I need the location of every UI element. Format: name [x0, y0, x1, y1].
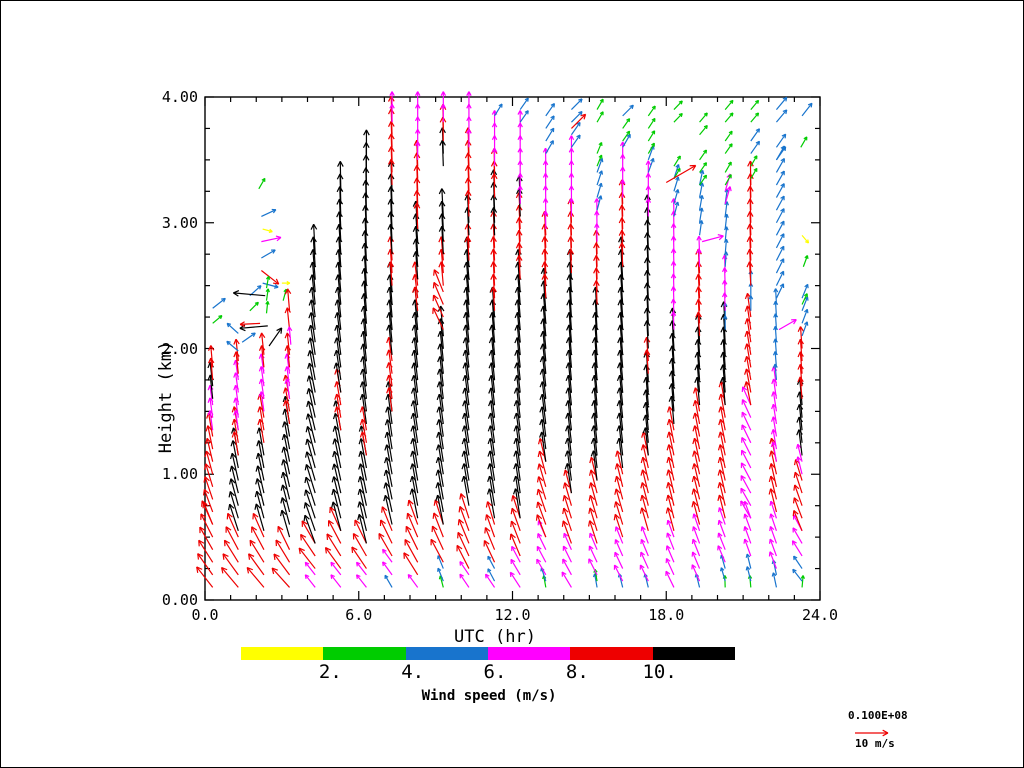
wind-column-hour-20 [717, 99, 734, 588]
y-tick-label: 2.00 [161, 339, 198, 358]
wind-column-hour-10 [456, 91, 472, 588]
x-axis-label: UTC (hr) [454, 627, 536, 647]
wind-column-hour-13 [535, 103, 556, 588]
wind-column-hour-8 [403, 91, 421, 588]
speed-boundary-label: 6. [483, 661, 507, 683]
legend-color-segment->10 [652, 647, 735, 660]
wind-column-hour-17 [639, 105, 656, 588]
wind-column-hour-5 [324, 161, 344, 588]
reference-scale-text: 0.100E+08 [848, 709, 908, 722]
wind-column-hour-12 [509, 97, 529, 588]
scattered-wind-vectors [212, 102, 813, 352]
x-tick-label: 0.0 [191, 606, 219, 624]
wind-column-hour-15 [588, 98, 604, 588]
y-tick-label: 1.00 [161, 465, 198, 484]
wind-column-hour-2 [246, 332, 266, 588]
y-tick-label: 4.00 [161, 88, 198, 106]
wind-column-hour-18 [665, 100, 683, 588]
speed-boundary-label: 2. [318, 661, 342, 683]
legend-color-segment-6-8 [487, 647, 571, 660]
wind-column-hour-23 [791, 283, 809, 588]
wind-column-hour-16 [613, 104, 634, 588]
wind-column-hour-7 [378, 91, 395, 588]
wind-column-hour-1 [221, 338, 240, 588]
x-tick-label: 18.0 [648, 606, 685, 624]
x-tick-label: 6.0 [345, 606, 373, 624]
wind-column-hour-14 [561, 98, 587, 588]
wind-column-hour-19 [691, 112, 708, 588]
wind-column-hour-3 [271, 332, 291, 588]
wind-column-hour-11 [483, 103, 503, 588]
speed-color-bar [241, 647, 735, 660]
speed-boundary-label: 10. [642, 661, 677, 683]
x-tick-label: 24.0 [801, 606, 839, 624]
wind-column-hour-6 [351, 129, 370, 588]
legend-color-segment-0-2 [241, 647, 324, 660]
x-tick-label: 12.0 [494, 606, 531, 624]
wind-column-hour-9 [430, 91, 447, 588]
reference-arrow-label: 10 m/s [855, 737, 895, 750]
legend-color-segment-4-6 [405, 647, 488, 660]
speed-boundary-label: 4. [401, 661, 425, 683]
speed-legend-title: Wind speed (m/s) [421, 688, 557, 704]
y-tick-label: 3.00 [161, 213, 198, 232]
wind-column-hour-0 [196, 345, 215, 588]
x-axis-ticks [204, 97, 821, 600]
y-axis-label: Height (km) [156, 340, 176, 454]
legend-color-segment-8-10 [570, 647, 653, 660]
wind-column-hour-21 [740, 99, 761, 588]
speed-boundary-label: 8. [565, 661, 589, 683]
wind-column-hour-22 [768, 96, 788, 588]
y-tick-label: 0.00 [161, 591, 198, 609]
reference-arrow [855, 729, 889, 737]
legend-color-segment-2-4 [323, 647, 406, 660]
wind-column-hour-4 [298, 223, 318, 588]
